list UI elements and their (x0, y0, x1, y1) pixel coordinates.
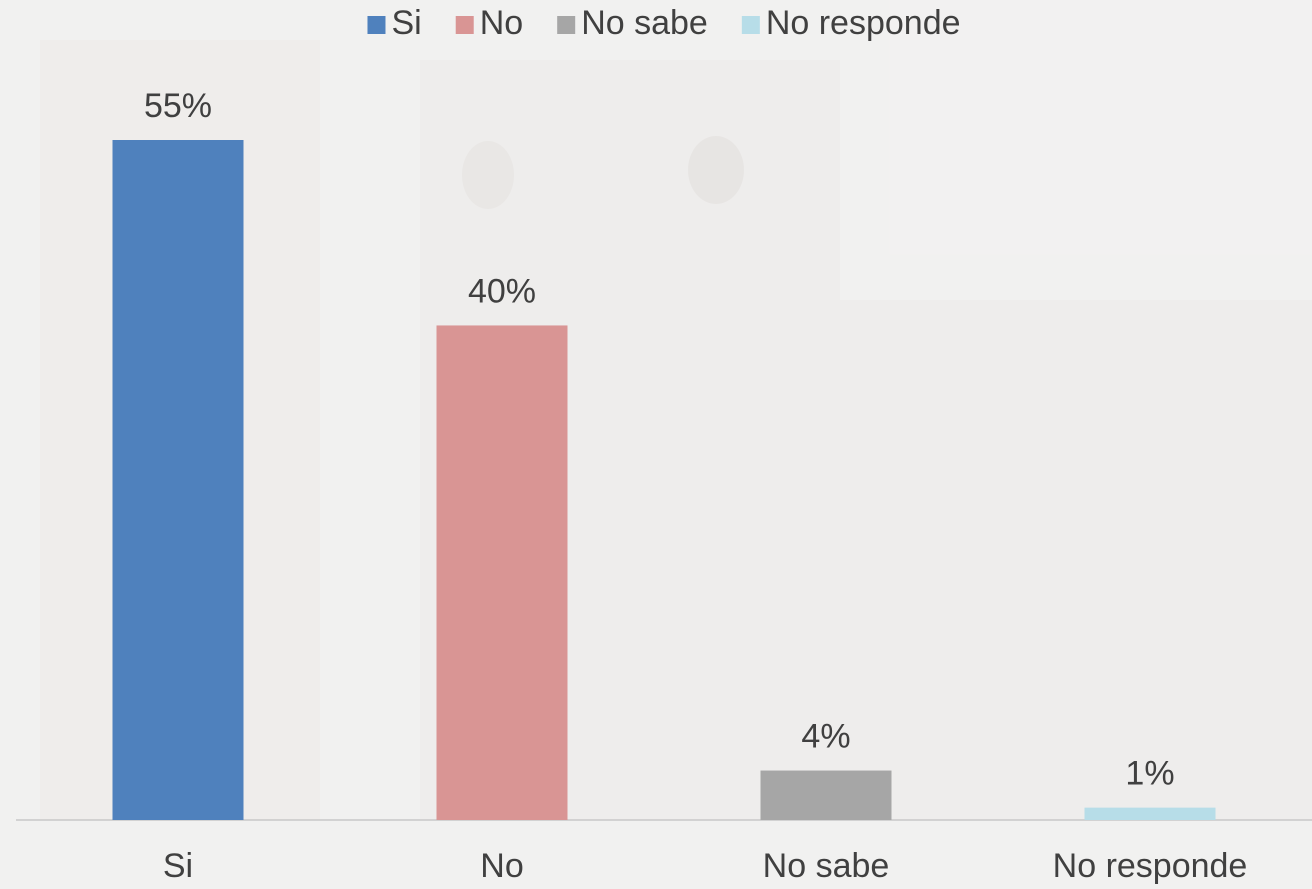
data-label: 1% (1125, 755, 1174, 793)
legend: Si No No sabe No responde (367, 4, 961, 42)
x-tick-label: No (480, 847, 523, 885)
bar (112, 140, 244, 820)
data-label: 4% (801, 718, 850, 756)
x-tick-label: No sabe (763, 847, 890, 885)
bar (1084, 807, 1216, 820)
legend-swatch (455, 16, 474, 34)
bar (436, 325, 568, 820)
data-label: 55% (144, 87, 212, 125)
legend-swatch (367, 16, 386, 34)
legend-swatch (557, 16, 576, 34)
legend-label: No (480, 4, 523, 42)
x-tick-label: No responde (1053, 847, 1248, 885)
bar (760, 770, 892, 820)
data-label: 40% (468, 272, 536, 310)
legend-swatch (741, 16, 760, 34)
legend-label: No sabe (581, 4, 708, 42)
legend-label: Si (391, 4, 421, 42)
x-tick-label: Si (163, 847, 193, 885)
legend-label: No responde (766, 4, 961, 42)
